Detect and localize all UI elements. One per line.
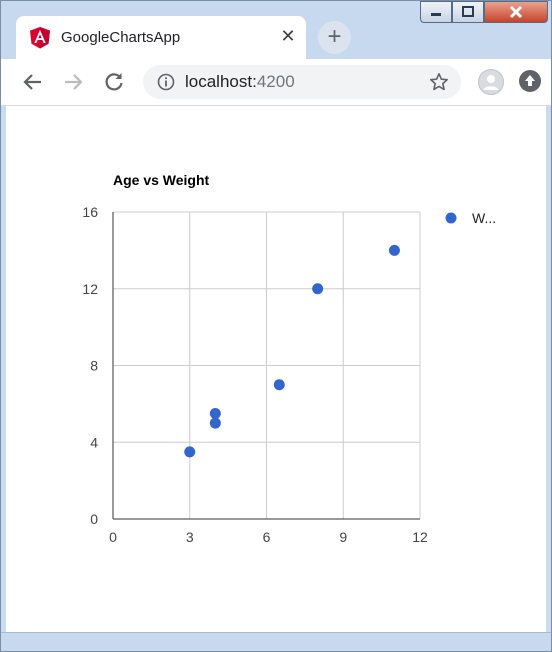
window-bottom-edge [1,632,551,651]
tab-close-button[interactable]: ✕ [280,26,296,46]
profile-avatar-button[interactable] [478,69,504,95]
bookmark-star-icon[interactable] [429,72,449,92]
maximize-button[interactable] [452,1,484,23]
x-tick-label: 3 [186,529,194,545]
chart-title: Age vs Weight [113,172,210,188]
reload-icon[interactable] [100,68,128,96]
browser-toolbar: localhost:4200 [1,59,551,106]
window-close-button[interactable] [484,1,548,23]
legend-marker [445,212,457,224]
site-info-icon[interactable] [157,73,175,91]
data-point [184,446,196,458]
data-point [209,407,221,419]
x-tick-label: 12 [412,529,428,545]
forward-arrow-icon[interactable] [59,68,87,96]
x-tick-label: 0 [109,529,117,545]
url-port: 4200 [256,72,295,91]
tab-active[interactable]: GoogleChartsApp ✕ [16,16,306,60]
update-button[interactable] [519,70,541,92]
y-tick-label: 12 [82,281,98,297]
minimize-icon [431,13,441,16]
data-point [209,417,221,429]
back-arrow-icon[interactable] [19,68,47,96]
data-point [312,283,324,295]
x-tick-label: 9 [339,529,347,545]
points-layer [184,244,400,458]
y-tick-label: 0 [90,511,98,527]
legend-label: W... [472,210,496,226]
url-text: localhost:4200 [185,72,295,92]
tab-title: GoogleChartsApp [61,29,181,46]
legend: W... [445,210,496,226]
update-arrow-icon [525,75,535,86]
x-tick-label: 6 [263,529,271,545]
data-point [273,379,285,391]
new-tab-button[interactable]: + [318,21,351,54]
angular-logo-icon [30,27,50,49]
y-tick-label: 16 [82,204,98,220]
axis-layer: 0 3 6 9 12 0 4 8 12 16 [82,204,428,545]
page-content: 0 3 6 9 12 0 4 8 12 16 Age vs Weight W... [6,106,546,632]
data-point [388,244,400,256]
y-tick-label: 4 [90,434,98,450]
url-host: localhost: [185,72,257,91]
address-bar[interactable]: localhost:4200 [143,65,461,99]
close-icon [509,5,523,19]
y-tick-label: 8 [90,358,98,374]
maximize-icon [462,6,474,17]
scatter-chart: 0 3 6 9 12 0 4 8 12 16 Age vs Weight W... [82,172,496,545]
minimize-button[interactable] [420,1,452,23]
person-icon [483,75,499,90]
grid-layer [112,211,421,520]
